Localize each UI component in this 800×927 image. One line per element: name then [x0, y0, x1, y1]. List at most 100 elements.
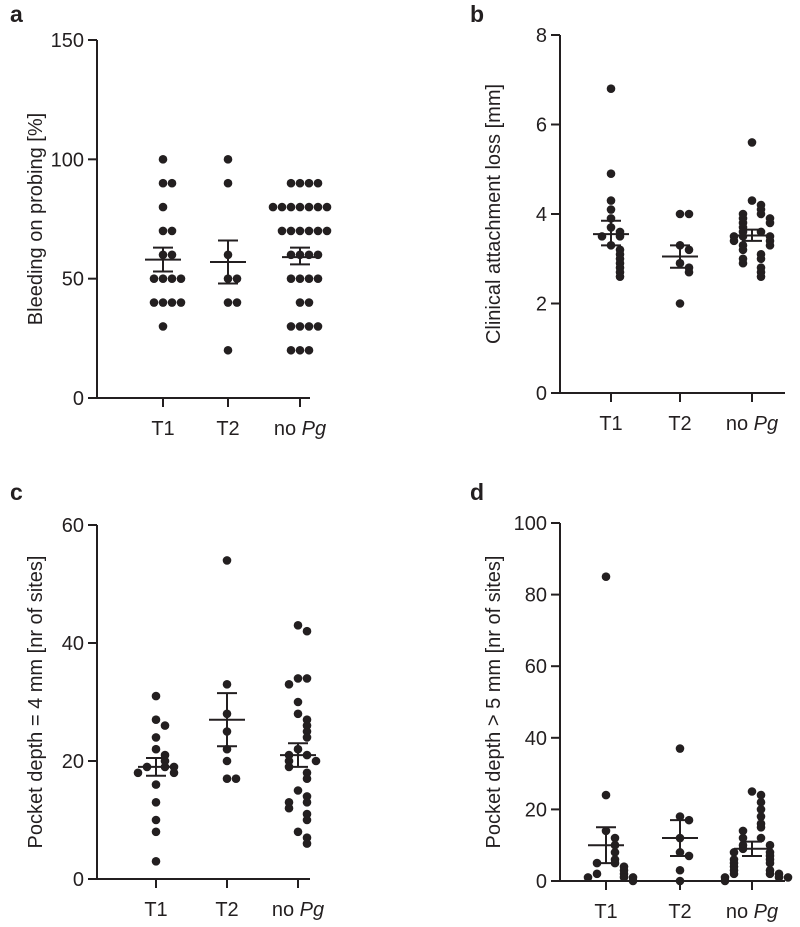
data-point [619, 873, 629, 882]
data-point [232, 298, 242, 307]
category-label: no [726, 413, 754, 435]
category-label-italic: Pg [300, 899, 324, 921]
data-point [149, 298, 159, 307]
data-point [738, 258, 748, 268]
category-label: T1 [594, 901, 617, 923]
data-point [151, 733, 161, 742]
data-point [302, 815, 312, 825]
y-tick-label: 100 [514, 513, 547, 535]
x-tick-label: T1 [151, 418, 174, 440]
data-point [302, 768, 312, 778]
data-point [167, 274, 177, 283]
data-point [151, 780, 161, 789]
panel-d: d 0 20 40 60 80 100 Pocket depth > 5 mm [nr of … [470, 479, 793, 923]
panel-letter: c [10, 479, 23, 505]
data-point [151, 827, 161, 837]
data-point [606, 205, 616, 214]
data-point [302, 798, 312, 807]
data-point [606, 169, 616, 179]
data-point [615, 272, 625, 281]
data-point [302, 809, 312, 819]
data-point [313, 202, 323, 212]
category-label-italic: Pg [754, 413, 778, 435]
data-point [302, 833, 312, 842]
data-point [684, 209, 694, 219]
y-tick-label: 80 [525, 585, 547, 607]
series-T1 [133, 691, 179, 866]
series-noPg [268, 178, 332, 355]
data-point [738, 245, 748, 255]
data-point [765, 241, 775, 250]
data-point [284, 798, 294, 807]
data-point [286, 226, 296, 236]
data-point [738, 826, 748, 836]
y-tick-label: 0 [73, 388, 84, 410]
data-point [293, 786, 303, 795]
data-point [756, 790, 766, 800]
data-point [675, 812, 685, 821]
data-point [223, 178, 233, 188]
data-point [295, 345, 305, 355]
data-point [293, 674, 303, 683]
data-point [610, 833, 620, 843]
data-point [232, 274, 242, 283]
data-point [158, 202, 168, 212]
data-point [302, 839, 312, 848]
data-point [286, 178, 296, 188]
data-point [176, 274, 186, 283]
data-point [606, 84, 616, 93]
category-label: T2 [215, 899, 238, 921]
data-point [295, 274, 305, 283]
data-point [756, 272, 766, 281]
y-tick-label: 50 [62, 269, 84, 291]
y-tick-label: 0 [536, 871, 547, 893]
y-tick-label: 20 [62, 751, 84, 773]
x-tick-label: T2 [216, 418, 239, 440]
y-tick-label: 2 [536, 294, 547, 316]
data-point [222, 556, 232, 565]
data-point [747, 787, 757, 796]
data-point [747, 138, 757, 147]
data-point [169, 768, 179, 778]
series-T2 [662, 744, 698, 886]
data-point [167, 178, 177, 188]
data-point [304, 298, 314, 307]
data-point [304, 274, 314, 283]
x-tick-label: T2 [668, 413, 691, 435]
data-point [222, 774, 232, 783]
data-point [284, 680, 294, 689]
data-point [302, 715, 312, 724]
data-point [158, 226, 168, 236]
category-label: T1 [144, 899, 167, 921]
y-axis-label: Pocket depth > 5 mm [nr of sites] [483, 556, 505, 849]
data-point [675, 744, 685, 753]
data-point [302, 674, 312, 683]
data-point [304, 345, 314, 355]
data-point [293, 827, 303, 837]
data-point [302, 727, 312, 736]
x-tick-label: T2 [215, 899, 238, 921]
data-point [601, 790, 611, 800]
data-point [765, 858, 775, 868]
series-T1 [145, 155, 186, 331]
data-point [222, 756, 232, 766]
y-tick-label: 20 [525, 799, 547, 821]
data-point [158, 322, 168, 331]
data-point [284, 756, 294, 766]
data-point [302, 733, 312, 742]
data-point [286, 274, 296, 283]
series-noPg [280, 621, 321, 848]
data-point [151, 798, 161, 807]
data-point [176, 298, 186, 307]
data-point [583, 873, 593, 882]
x-tick-label: no Pg [274, 418, 326, 440]
category-label: T1 [599, 413, 622, 435]
data-point [747, 196, 757, 205]
data-point [606, 196, 616, 205]
data-point [293, 709, 303, 719]
data-point [304, 202, 314, 212]
data-point [302, 626, 312, 636]
series-T2 [210, 155, 246, 355]
y-tick-label: 40 [525, 728, 547, 750]
